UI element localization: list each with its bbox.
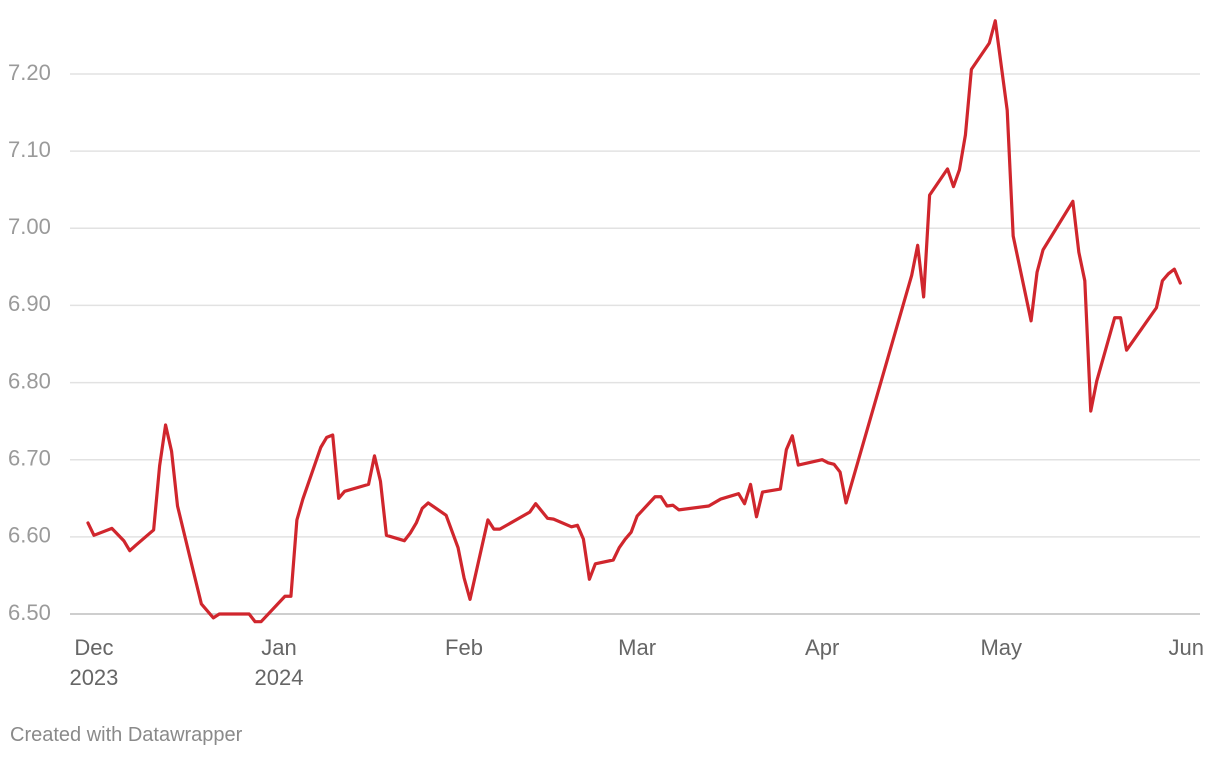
x-tick-label: Jan 2024 bbox=[254, 635, 304, 690]
x-tick-label: Dec 2023 bbox=[69, 635, 119, 690]
footer: Created with Datawrapper bbox=[10, 724, 243, 746]
x-tick-label: Feb bbox=[445, 635, 483, 660]
x-tick-label: Apr bbox=[805, 635, 840, 660]
y-tick-label: 6.50 bbox=[8, 600, 51, 625]
y-tick-label: 7.00 bbox=[8, 214, 51, 239]
y-tick-label: 6.80 bbox=[8, 368, 51, 393]
y-tick-label: 6.70 bbox=[8, 446, 51, 471]
line bbox=[86, 19, 1182, 624]
y-tick-label: 6.90 bbox=[8, 291, 51, 316]
y-tick-label: 6.60 bbox=[8, 523, 51, 548]
x-tick-label: May bbox=[980, 635, 1022, 660]
y-tick-label: 7.20 bbox=[8, 60, 51, 85]
x-tick-label: Mar bbox=[618, 635, 657, 660]
x-tick-label: Jun bbox=[1168, 635, 1204, 660]
y-tick-label: 7.10 bbox=[8, 137, 51, 162]
